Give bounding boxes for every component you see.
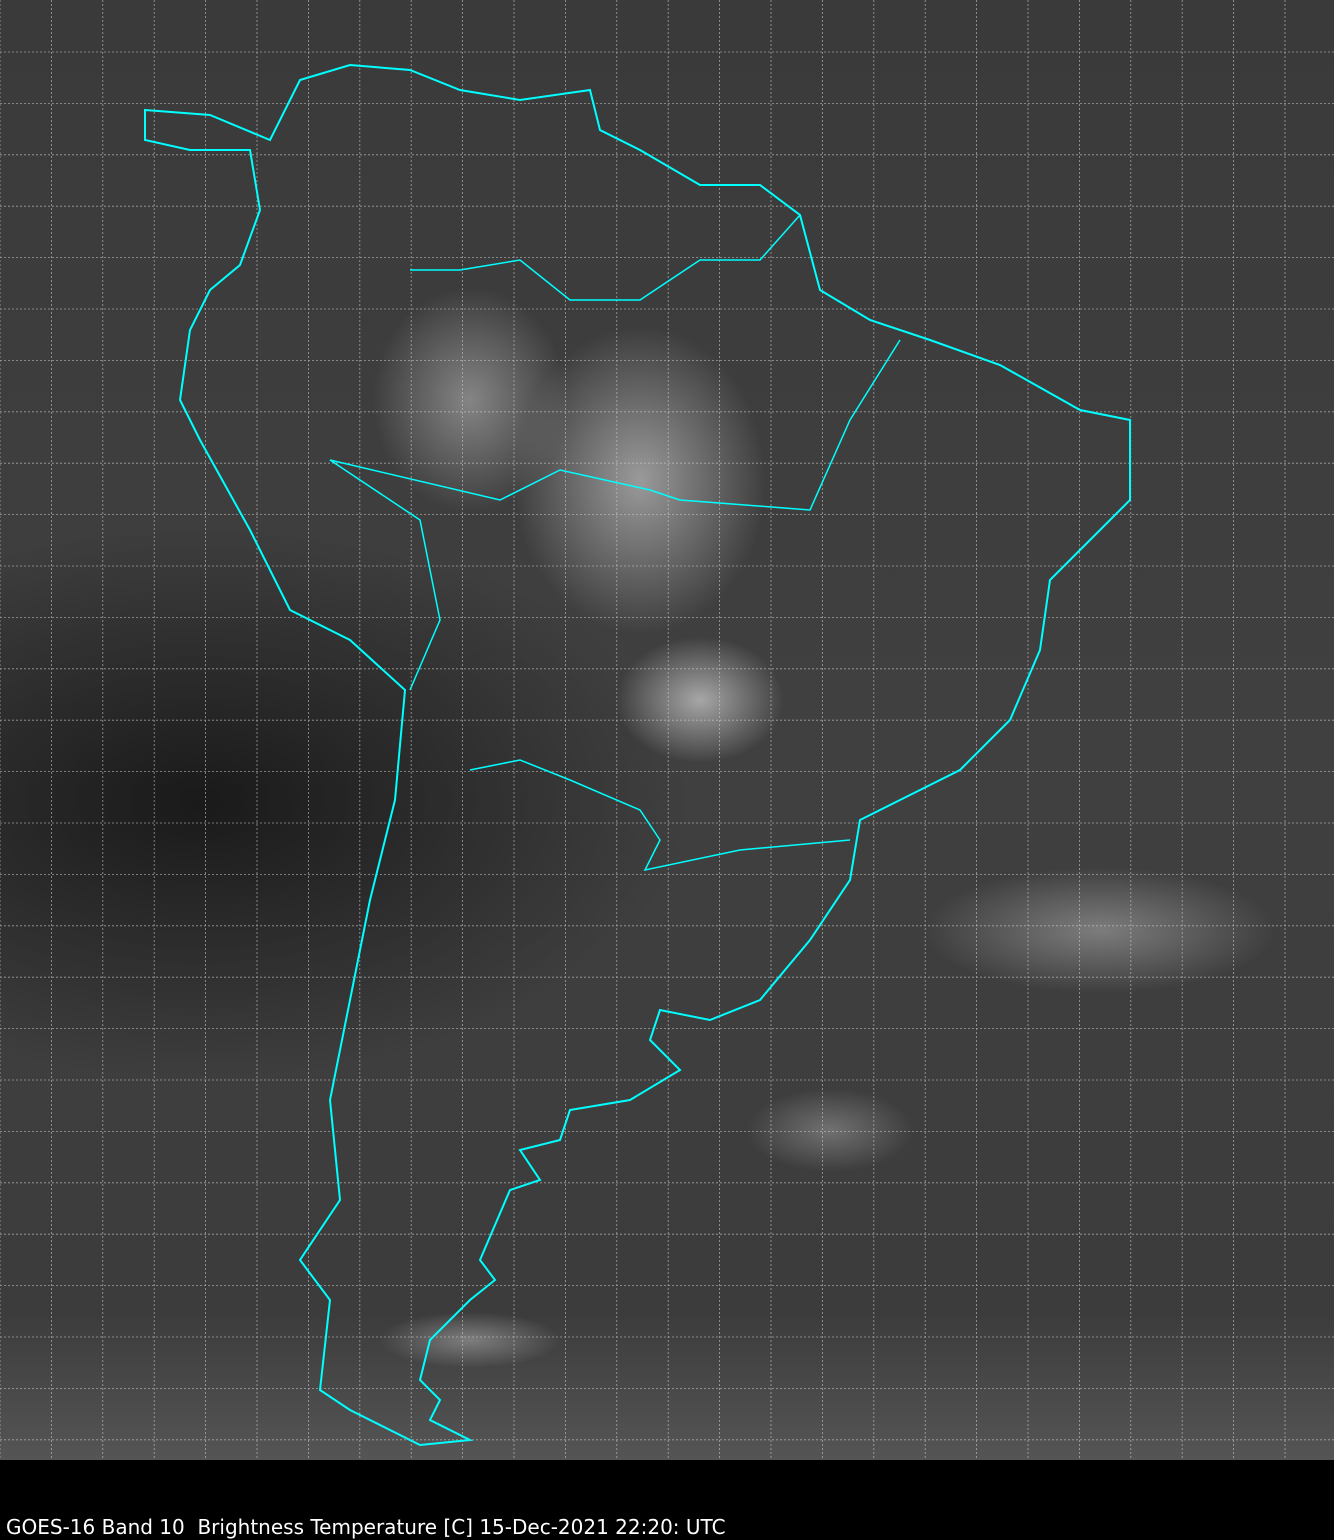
map-overlay [0, 0, 1334, 1460]
image-caption: GOES-16 Band 10 Brightness Temperature [… [6, 1515, 726, 1539]
country-border [329, 339, 901, 691]
continent-outline [144, 63, 1131, 1447]
country-border [469, 759, 851, 872]
country-border [410, 214, 801, 301]
satellite-image [0, 0, 1334, 1460]
lat-lon-grid [0, 0, 1334, 1460]
